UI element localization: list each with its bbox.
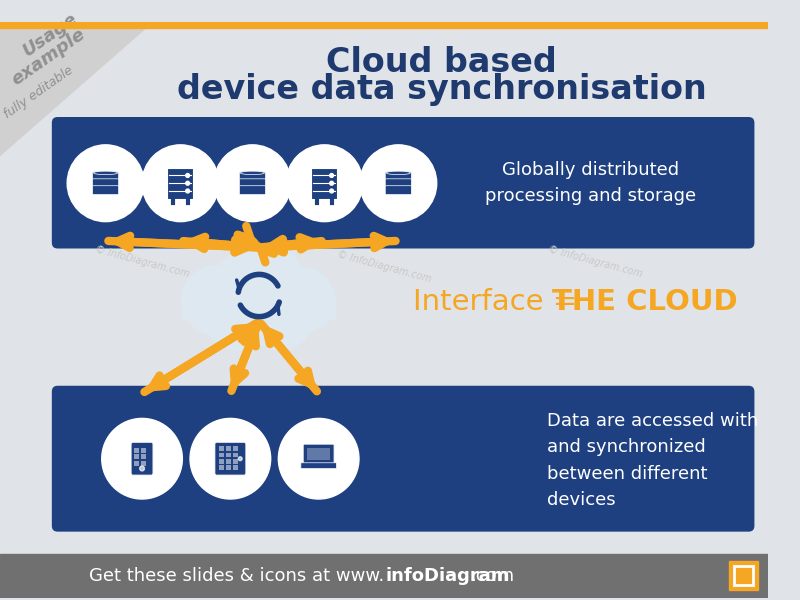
FancyBboxPatch shape [214, 442, 246, 475]
Circle shape [190, 418, 270, 499]
Bar [0, 554, 768, 598]
Bar [134, 448, 139, 453]
FancyBboxPatch shape [301, 463, 337, 469]
Circle shape [63, 421, 90, 448]
Bar [219, 452, 224, 457]
Bar [307, 448, 330, 460]
Text: Interface =: Interface = [413, 288, 586, 316]
FancyBboxPatch shape [131, 442, 153, 475]
Circle shape [102, 418, 182, 499]
Bar [226, 466, 231, 470]
Bar [134, 461, 139, 466]
FancyBboxPatch shape [386, 186, 411, 194]
Circle shape [238, 457, 242, 461]
Circle shape [270, 268, 335, 333]
Circle shape [278, 418, 359, 499]
Bar [226, 452, 231, 457]
Text: © InfoDiagram.com: © InfoDiagram.com [547, 245, 643, 280]
Bar [142, 461, 146, 466]
FancyBboxPatch shape [167, 167, 194, 199]
Text: example: example [8, 25, 89, 89]
Circle shape [330, 173, 334, 178]
Circle shape [210, 245, 309, 346]
Bar [0, 22, 768, 28]
Circle shape [286, 145, 363, 221]
Text: device data synchronisation: device data synchronisation [177, 73, 706, 106]
Bar [234, 466, 238, 470]
FancyBboxPatch shape [303, 444, 334, 464]
Ellipse shape [386, 171, 410, 175]
Circle shape [330, 181, 334, 185]
Text: infoDiagram: infoDiagram [386, 567, 510, 585]
Circle shape [214, 145, 291, 221]
Circle shape [186, 181, 190, 185]
Circle shape [360, 145, 437, 221]
Ellipse shape [94, 171, 118, 175]
Text: Data are accessed with
and synchronized
between different
devices: Data are accessed with and synchronized … [547, 412, 758, 509]
Bar [142, 448, 146, 453]
FancyBboxPatch shape [239, 186, 266, 194]
Circle shape [142, 145, 219, 221]
Bar [234, 446, 238, 451]
Text: Cloud based: Cloud based [326, 46, 557, 79]
Text: .com: .com [470, 567, 514, 585]
Circle shape [186, 173, 190, 178]
Bar [182, 298, 336, 320]
Text: Get these slides & icons at www.: Get these slides & icons at www. [89, 567, 384, 585]
FancyBboxPatch shape [386, 172, 411, 181]
Bar [234, 459, 238, 464]
Bar [219, 446, 224, 451]
Bar [226, 459, 231, 464]
Circle shape [248, 285, 313, 350]
Text: Usage: Usage [19, 10, 81, 61]
Circle shape [330, 189, 334, 193]
Bar [219, 459, 224, 464]
FancyBboxPatch shape [239, 179, 266, 188]
FancyBboxPatch shape [239, 172, 266, 181]
FancyBboxPatch shape [93, 186, 118, 194]
Bar [219, 466, 224, 470]
Circle shape [206, 285, 270, 350]
Text: THE CLOUD: THE CLOUD [552, 288, 738, 316]
Circle shape [182, 266, 250, 335]
Circle shape [246, 247, 301, 301]
Text: Globally distributed
processing and storage: Globally distributed processing and stor… [485, 161, 696, 205]
FancyBboxPatch shape [93, 179, 118, 188]
Bar [730, 562, 758, 590]
Text: © InfoDiagram.com: © InfoDiagram.com [94, 245, 190, 280]
Text: fully editable: fully editable [2, 64, 76, 121]
Circle shape [67, 145, 144, 221]
Bar [234, 452, 238, 457]
FancyBboxPatch shape [52, 386, 754, 532]
FancyBboxPatch shape [56, 442, 98, 487]
Circle shape [186, 189, 190, 193]
FancyBboxPatch shape [52, 117, 754, 248]
Bar [142, 454, 146, 459]
Bar [226, 446, 231, 451]
Circle shape [140, 466, 145, 471]
Circle shape [221, 248, 278, 305]
FancyBboxPatch shape [311, 167, 338, 199]
Ellipse shape [240, 171, 265, 175]
FancyBboxPatch shape [386, 179, 411, 188]
FancyBboxPatch shape [93, 172, 118, 181]
Text: © InfoDiagram.com: © InfoDiagram.com [336, 250, 432, 284]
Bar [734, 566, 754, 586]
Polygon shape [0, 22, 154, 157]
Bar [134, 454, 139, 459]
